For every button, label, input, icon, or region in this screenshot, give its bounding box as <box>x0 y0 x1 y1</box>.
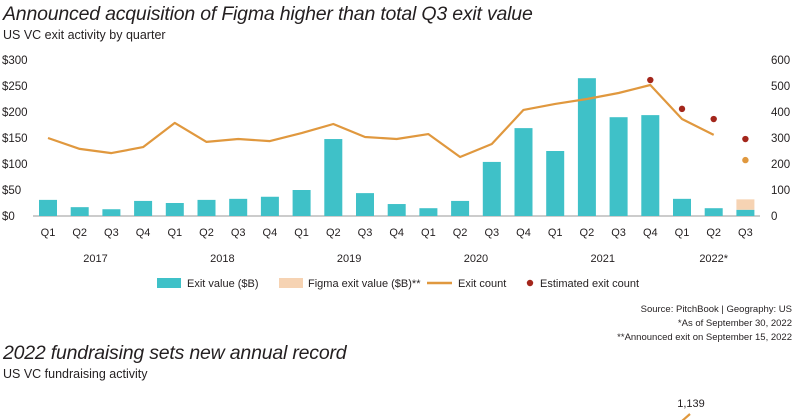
quarter-tick-label: Q4 <box>516 227 531 239</box>
quarter-tick-label: Q2 <box>326 227 341 239</box>
right-axis-tick-label: 200 <box>771 159 790 171</box>
chart-title: Announced acquisition of Figma higher th… <box>3 3 533 25</box>
exit-value-bar <box>514 128 533 216</box>
quarter-tick-label: Q2 <box>453 227 468 239</box>
exit-value-bar <box>324 139 343 216</box>
fundraising-chart-title: 2022 fundraising sets new annual record <box>3 342 347 364</box>
year-tick-label: 2018 <box>210 253 234 265</box>
quarter-tick-label: Q3 <box>358 227 373 239</box>
year-tick-label: 2022* <box>699 253 728 265</box>
left-axis-tick-label: $300 <box>2 55 28 67</box>
footnote-announced-exit: **Announced exit on September 15, 2022 <box>617 332 792 343</box>
exit-value-bar <box>577 78 596 216</box>
quarter-tick-label: Q1 <box>41 227 56 239</box>
legend-swatch-exit-value <box>157 278 181 288</box>
fundraising-line <box>681 413 691 420</box>
quarter-tick-label: Q4 <box>136 227 151 239</box>
exit-value-bar <box>736 209 755 216</box>
estimated-exit-count-point <box>742 135 749 143</box>
source-note: Source: PitchBook | Geography: US <box>640 304 792 315</box>
quarter-tick-label: Q1 <box>294 227 309 239</box>
chart-subtitle: US VC exit activity by quarter <box>3 28 166 42</box>
left-axis-tick-label: $200 <box>2 107 28 119</box>
exit-count-line <box>47 83 715 159</box>
estimated-exit-count-point <box>647 76 654 84</box>
estimated-exit-count-point <box>678 105 686 113</box>
left-axis-tick-label: $50 <box>2 185 21 197</box>
right-axis-tick-label: 500 <box>771 81 790 93</box>
legend-label-figma-exit-value: Figma exit value ($B)** <box>308 278 421 290</box>
exit-value-bar <box>356 193 374 216</box>
quarter-tick-label: Q4 <box>643 227 658 239</box>
year-tick-label: 2020 <box>464 253 488 265</box>
quarter-tick-label: Q3 <box>738 227 753 239</box>
exit-value-bar <box>609 117 628 216</box>
quarter-tick-label: Q1 <box>675 227 690 239</box>
exit-count-point <box>742 156 749 164</box>
exit-value-bar <box>134 200 153 216</box>
footnote-as-of: *As of September 30, 2022 <box>677 318 792 329</box>
exit-value-bar <box>482 161 501 216</box>
right-axis-tick-label: 100 <box>771 185 790 197</box>
quarter-tick-label: Q2 <box>199 227 214 239</box>
fundraising-chart-subtitle: US VC fundraising activity <box>3 367 148 381</box>
right-axis-tick-label: 300 <box>771 133 790 145</box>
quarter-tick-label: Q1 <box>548 227 563 239</box>
quarter-tick-label: Q3 <box>104 227 119 239</box>
exit-value-bar <box>673 198 691 216</box>
exit-value-bar <box>165 203 184 216</box>
exit-value-bar <box>260 196 279 216</box>
exit-value-bar <box>704 208 723 216</box>
legend-label-exit-value: Exit value ($B) <box>187 278 259 290</box>
legend-label-exit-count: Exit count <box>458 278 506 290</box>
year-tick-label: 2021 <box>591 253 615 265</box>
exit-value-bar <box>102 209 121 216</box>
quarter-tick-label: Q3 <box>484 227 499 239</box>
quarter-tick-label: Q2 <box>706 227 721 239</box>
legend-swatch-figma-exit-value <box>279 278 303 288</box>
quarter-tick-label: Q1 <box>421 227 436 239</box>
quarter-tick-label: Q4 <box>263 227 278 239</box>
exit-value-bar <box>39 199 57 216</box>
quarter-tick-label: Q3 <box>231 227 246 239</box>
exit-value-bar <box>387 204 406 216</box>
year-tick-label: 2019 <box>337 253 361 265</box>
year-tick-label: 2017 <box>83 253 107 265</box>
quarter-tick-label: Q3 <box>611 227 626 239</box>
right-axis-tick-label: 0 <box>771 211 777 223</box>
estimated-exit-count-point <box>710 115 717 123</box>
left-axis-tick-label: $150 <box>2 133 28 145</box>
quarter-tick-label: Q2 <box>580 227 595 239</box>
left-axis-tick-label: $100 <box>2 159 28 171</box>
exit-value-bar <box>229 198 248 216</box>
quarter-tick-label: Q2 <box>72 227 87 239</box>
exit-value-bar <box>641 115 660 216</box>
exit-value-bar <box>292 190 311 216</box>
legend-label-estimated-exit-count: Estimated exit count <box>540 278 639 290</box>
quarter-tick-label: Q4 <box>389 227 404 239</box>
left-axis-tick-label: $250 <box>2 81 28 93</box>
quarter-tick-label: Q1 <box>167 227 182 239</box>
fundraising-data-label: 1,139 <box>677 398 705 410</box>
right-axis-tick-label: 600 <box>771 55 790 67</box>
exit-value-bar <box>546 151 565 216</box>
exit-value-bar <box>70 207 89 216</box>
right-axis-tick-label: 400 <box>771 107 790 119</box>
exit-value-bar <box>197 199 216 216</box>
exit-value-bar <box>451 200 470 216</box>
left-axis-tick-label: $0 <box>2 211 15 223</box>
legend-swatch-estimated-exit-count <box>526 279 534 287</box>
figma-exit-value-bar <box>736 199 755 210</box>
exit-value-bar <box>419 208 438 216</box>
